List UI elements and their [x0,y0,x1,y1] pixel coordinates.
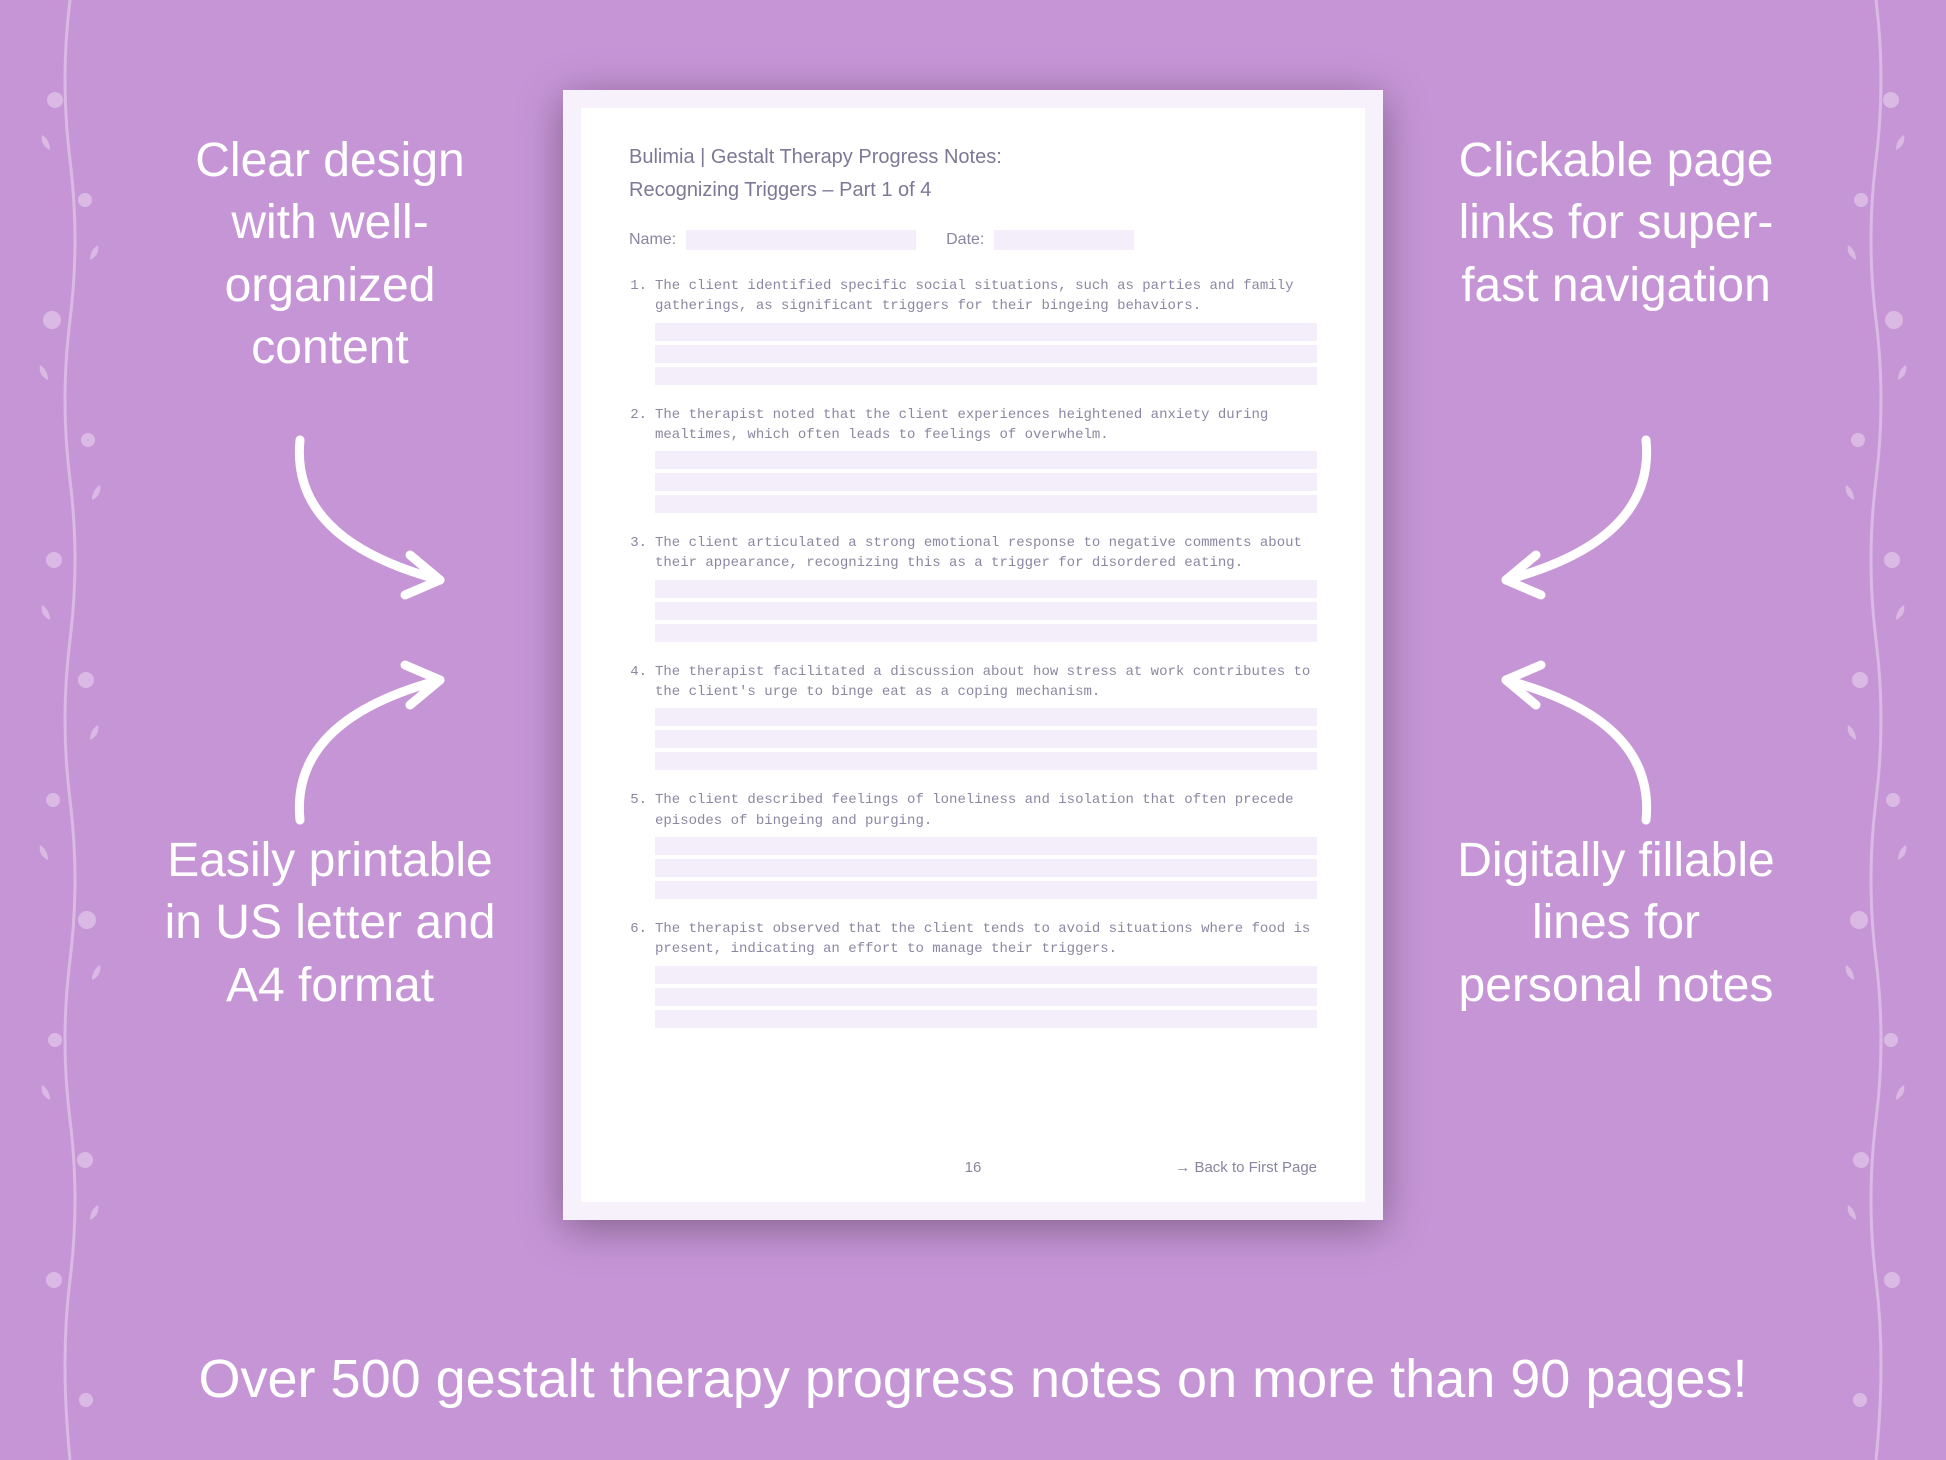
note-fill-lines [655,323,1317,385]
bottom-tagline: Over 500 gestalt therapy progress notes … [0,1348,1946,1410]
page-footer: 16 → Back to First Page [629,1159,1317,1176]
fillable-line[interactable] [655,730,1317,748]
name-input-blank[interactable] [686,230,916,250]
note-number: 6. [629,919,647,960]
callout-bottom-right: Digitally fillable lines for personal no… [1436,830,1796,1017]
note-item: 4.The therapist facilitated a discussion… [629,662,1317,703]
note-number: 3. [629,533,647,574]
back-to-first-link[interactable]: → Back to First Page [1175,1159,1317,1176]
note-fill-lines [655,966,1317,1028]
arrow-top-left [260,420,480,620]
note-text: The client articulated a strong emotiona… [655,533,1317,574]
note-text: The therapist facilitated a discussion a… [655,662,1317,703]
note-fill-lines [655,451,1317,513]
vine-decoration-left [20,0,120,1460]
note-item: 5.The client described feelings of lonel… [629,790,1317,831]
name-field: Name: [629,230,916,250]
fillable-line[interactable] [655,1010,1317,1028]
fillable-line[interactable] [655,580,1317,598]
note-fill-lines [655,837,1317,899]
callout-top-right: Clickable page links for super-fast navi… [1436,130,1796,317]
fillable-line[interactable] [655,345,1317,363]
date-input-blank[interactable] [994,230,1134,250]
fillable-line[interactable] [655,837,1317,855]
notes-list: 1.The client identified specific social … [629,276,1317,1028]
note-fill-lines [655,580,1317,642]
document-page: Bulimia | Gestalt Therapy Progress Notes… [563,90,1383,1220]
note-item: 3.The client articulated a strong emotio… [629,533,1317,574]
note-text: The client described feelings of lonelin… [655,790,1317,831]
fillable-line[interactable] [655,752,1317,770]
fillable-line[interactable] [655,473,1317,491]
callout-top-left: Clear design with well-organized content [150,130,510,380]
note-text: The therapist noted that the client expe… [655,405,1317,446]
date-field: Date: [946,230,1134,250]
meta-row: Name: Date: [629,230,1317,250]
note-text: The therapist observed that the client t… [655,919,1317,960]
document-title: Bulimia | Gestalt Therapy Progress Notes… [629,146,1317,169]
fillable-line[interactable] [655,881,1317,899]
document-inner: Bulimia | Gestalt Therapy Progress Notes… [581,108,1365,1202]
vine-decoration-right [1826,0,1926,1460]
fillable-line[interactable] [655,602,1317,620]
page-number: 16 [965,1159,982,1176]
callout-bottom-left: Easily printable in US letter and A4 for… [150,830,510,1017]
fillable-line[interactable] [655,708,1317,726]
fillable-line[interactable] [655,966,1317,984]
note-text: The client identified specific social si… [655,276,1317,317]
arrow-bottom-right [1466,640,1686,840]
note-number: 4. [629,662,647,703]
document-subtitle: Recognizing Triggers – Part 1 of 4 [629,179,1317,202]
arrow-top-right [1466,420,1686,620]
name-label: Name: [629,231,676,249]
fillable-line[interactable] [655,367,1317,385]
date-label: Date: [946,231,984,249]
fillable-line[interactable] [655,495,1317,513]
fillable-line[interactable] [655,451,1317,469]
note-number: 2. [629,405,647,446]
note-fill-lines [655,708,1317,770]
fillable-line[interactable] [655,859,1317,877]
note-number: 5. [629,790,647,831]
fillable-line[interactable] [655,323,1317,341]
fillable-line[interactable] [655,988,1317,1006]
fillable-line[interactable] [655,624,1317,642]
note-item: 6.The therapist observed that the client… [629,919,1317,960]
arrow-bottom-left [260,640,480,840]
note-item: 1.The client identified specific social … [629,276,1317,317]
note-item: 2.The therapist noted that the client ex… [629,405,1317,446]
note-number: 1. [629,276,647,317]
